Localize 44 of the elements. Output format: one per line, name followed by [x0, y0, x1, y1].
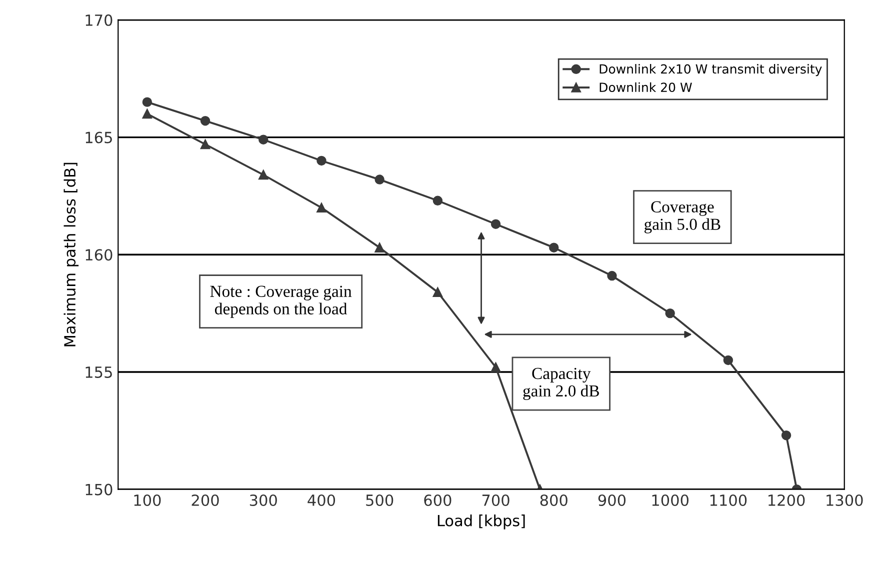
point: [665, 308, 675, 318]
x-tick-label: 1300: [826, 494, 863, 506]
point: [258, 134, 268, 144]
x-tick-label: 300: [250, 494, 277, 506]
point: [781, 430, 792, 440]
x-tick-label: 1200: [768, 494, 805, 506]
point: [142, 97, 152, 107]
point: [432, 196, 443, 206]
annotation: Note : Coverage gain depends on the load: [210, 286, 352, 318]
y-tick-label: 165: [86, 132, 112, 144]
point: [200, 116, 210, 126]
y-tick-label: 160: [86, 249, 112, 261]
x-tick-label: 500: [366, 494, 394, 506]
y-tick-label: 150: [86, 484, 112, 496]
point: [490, 219, 501, 229]
x-axis-title: Load [kbps]: [438, 514, 525, 530]
point: [549, 242, 559, 252]
point: [374, 242, 384, 252]
x-tick-label: 100: [134, 494, 161, 506]
x-tick-label: 1100: [710, 494, 747, 506]
point: [432, 287, 443, 298]
x-tick-label: 400: [308, 494, 336, 506]
point: [258, 170, 268, 180]
point: [316, 202, 326, 213]
y-tick-label: 155: [86, 366, 112, 378]
x-tick-label: 600: [424, 494, 452, 506]
x-tick-label: 900: [598, 494, 626, 506]
point: [200, 139, 210, 150]
legend-label: Downlink 20 W: [600, 82, 692, 92]
point: [607, 270, 617, 281]
point: [723, 355, 734, 366]
x-tick-label: 700: [482, 494, 510, 506]
y-axis-title: Maximum path loss [dB]: [64, 162, 79, 346]
legend-label: Downlink 2x10 W transmit diversity: [600, 64, 822, 76]
annotation: Coverage gain 5.0 dB: [644, 201, 720, 234]
annotation: Capacity gain 2.0 dB: [523, 368, 599, 400]
point: [490, 362, 501, 372]
y-tick-label: 170: [86, 14, 112, 26]
x-tick-label: 1000: [652, 494, 688, 506]
x-tick-label: 200: [192, 494, 219, 506]
x-tick-label: 800: [540, 494, 568, 506]
point: [142, 108, 152, 119]
point: [316, 156, 326, 166]
point: [374, 174, 384, 184]
